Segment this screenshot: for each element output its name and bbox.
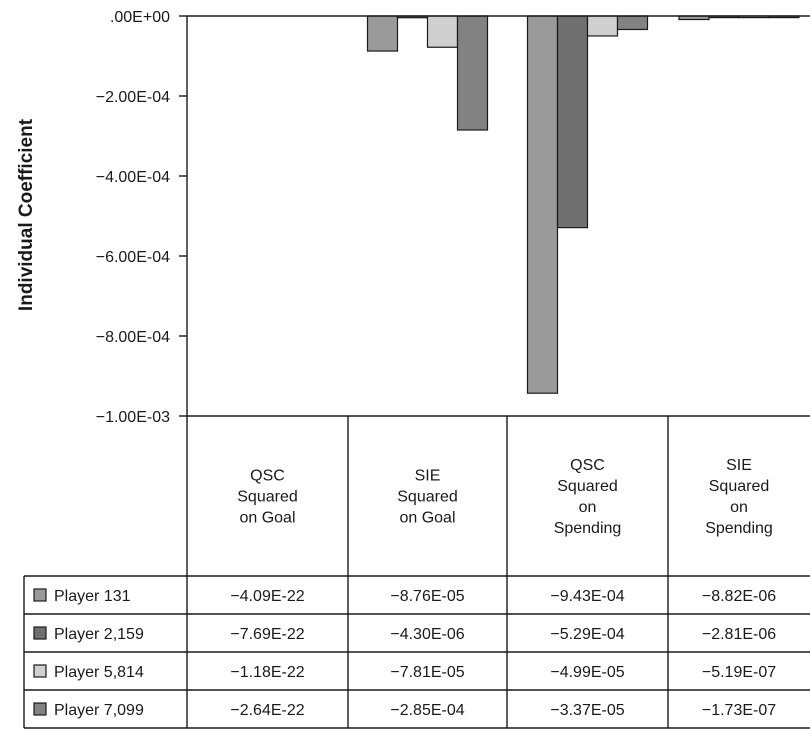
table-cell-value: −1.18E-22: [230, 664, 304, 681]
bar: [426, 15, 459, 48]
legend-swatch: [33, 702, 47, 716]
y-axis: .00E+00 −2.00E-04 −4.00E-04 −6.00E-04 −8.00E…: [96, 9, 810, 728]
bar: [556, 15, 589, 229]
y-tick-label: −2.00E-04: [96, 89, 170, 106]
bar: [526, 15, 559, 394]
legend-swatch: [33, 626, 47, 640]
table-cell-value: −2.81E-06: [702, 626, 776, 643]
y-axis-title: Individual Coefficient: [16, 118, 37, 311]
table-cell-value: −1.73E-07: [702, 702, 776, 719]
table-cell-value: −2.64E-22: [230, 702, 304, 719]
bar: [456, 15, 489, 131]
table-cell-value: −4.99E-05: [550, 664, 624, 681]
y-tick-label: −6.00E-04: [96, 249, 170, 266]
table-cell-value: −8.76E-05: [390, 588, 464, 605]
y-tick-label: −4.00E-04: [96, 169, 170, 186]
legend-swatch: [33, 588, 47, 602]
y-tick-label: −1.00E-03: [96, 409, 170, 426]
table-cell-value: −8.82E-06: [702, 588, 776, 605]
category-label: QSC Squared on Spending: [554, 457, 622, 537]
bar: [586, 15, 619, 37]
bar: [366, 15, 399, 52]
bars-layer: [366, 15, 800, 394]
bar: [616, 15, 649, 31]
category-label: SIE Squared on Spending: [705, 457, 773, 537]
y-tick-label: .00E+00: [110, 9, 170, 26]
legend-label: Player 2,159: [54, 626, 144, 643]
legend-label: Player 7,099: [54, 702, 144, 719]
table-cell-value: −4.09E-22: [230, 588, 304, 605]
legend-label: Player 5,814: [54, 664, 144, 681]
legend-swatch: [33, 664, 47, 678]
category-label: SIE Squared on Goal: [397, 468, 458, 527]
y-tick-label: −8.00E-04: [96, 329, 170, 346]
table-cell-value: −5.29E-04: [550, 626, 624, 643]
table-cell-value: −3.37E-05: [550, 702, 624, 719]
legend-label: Player 131: [54, 588, 131, 605]
table-cell-value: −5.19E-07: [702, 664, 776, 681]
table-cell-value: −2.85E-04: [390, 702, 464, 719]
data-table: QSC Squared on Goal SIE Squared on Goal QSC Squ…: [23, 415, 810, 729]
category-label: QSC Squared on Goal: [237, 468, 298, 527]
table-cell-value: −4.30E-06: [390, 626, 464, 643]
table-cell-value: −7.69E-22: [230, 626, 304, 643]
table-cell-value: −7.81E-05: [390, 664, 464, 681]
table-cell-value: −9.43E-04: [550, 588, 624, 605]
